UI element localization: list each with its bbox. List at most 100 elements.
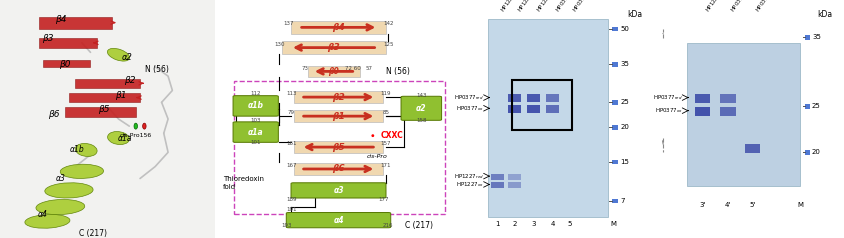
Text: 3: 3 — [531, 221, 535, 227]
Text: 189: 189 — [285, 197, 296, 202]
FancyBboxPatch shape — [401, 96, 441, 120]
Bar — [291, 21, 386, 34]
Bar — [611, 27, 617, 31]
Text: β0: β0 — [59, 60, 70, 69]
Text: 101: 101 — [250, 140, 261, 145]
Text: 103: 103 — [250, 118, 261, 123]
Bar — [611, 160, 617, 164]
Text: HP0377$_{ox}$: HP0377$_{ox}$ — [654, 106, 683, 115]
Text: β3: β3 — [41, 34, 53, 43]
Text: 143: 143 — [415, 93, 426, 98]
Bar — [611, 100, 617, 105]
Text: 137: 137 — [284, 21, 294, 26]
Text: HP0377$_{ox}$: HP0377$_{ox}$ — [553, 0, 576, 14]
Text: β0: β0 — [328, 67, 338, 76]
Text: M: M — [797, 202, 803, 208]
Text: 119: 119 — [380, 91, 391, 96]
Text: HP1227$_{ox}$: HP1227$_{ox}$ — [455, 180, 484, 189]
Text: 167: 167 — [285, 163, 296, 168]
Bar — [611, 125, 617, 130]
Text: 7: 7 — [619, 198, 624, 204]
Text: C (217): C (217) — [78, 229, 106, 238]
Text: HP1227$_{ox}$+HP0377$_{red}$: HP1227$_{ox}$+HP0377$_{red}$ — [702, 0, 743, 14]
FancyBboxPatch shape — [286, 213, 390, 228]
Text: 79: 79 — [287, 110, 295, 115]
Ellipse shape — [107, 132, 129, 144]
Text: α1b: α1b — [247, 101, 263, 110]
Text: β4: β4 — [332, 23, 344, 32]
Bar — [694, 107, 709, 116]
Text: 158: 158 — [415, 118, 426, 124]
Text: M: M — [610, 221, 616, 227]
Text: Thioredoxin
fold: Thioredoxin fold — [222, 176, 263, 190]
Ellipse shape — [45, 183, 93, 198]
Text: α4: α4 — [333, 216, 344, 225]
Text: 2: 2 — [511, 221, 516, 227]
Text: β3: β3 — [327, 43, 340, 52]
Text: 15: 15 — [619, 159, 628, 165]
Text: 142: 142 — [382, 21, 393, 26]
Text: HP1227$_{ox}$: HP1227$_{ox}$ — [498, 0, 521, 14]
Text: α3: α3 — [333, 186, 344, 195]
Text: 85: 85 — [381, 110, 389, 115]
Text: α2: α2 — [122, 53, 133, 62]
Bar — [611, 62, 617, 67]
Ellipse shape — [143, 123, 146, 129]
Text: 5: 5 — [566, 221, 571, 227]
Bar — [804, 104, 809, 109]
Text: kDa: kDa — [817, 10, 832, 19]
Text: HP0377$_{red}$: HP0377$_{red}$ — [652, 93, 683, 102]
Text: β6: β6 — [332, 164, 344, 174]
Bar — [0, 0, 215, 238]
Bar — [507, 94, 521, 102]
Bar — [611, 199, 617, 203]
Bar — [307, 66, 360, 77]
Bar — [507, 174, 521, 180]
Text: N (56): N (56) — [386, 67, 409, 76]
Bar — [686, 43, 798, 186]
Text: 4': 4' — [724, 202, 730, 208]
Text: α2: α2 — [415, 104, 426, 113]
Text: 3': 3' — [698, 202, 705, 208]
Bar — [69, 93, 140, 102]
Text: 25: 25 — [619, 99, 628, 105]
Text: β1: β1 — [332, 112, 344, 121]
Text: 157: 157 — [380, 141, 391, 146]
Text: β1: β1 — [115, 91, 127, 100]
Bar — [719, 107, 734, 116]
Text: kDa: kDa — [626, 10, 641, 19]
Text: α1a: α1a — [117, 134, 132, 143]
Bar — [719, 94, 734, 103]
Text: 161: 161 — [285, 141, 296, 146]
Text: β5: β5 — [332, 143, 344, 152]
Text: 112: 112 — [250, 91, 261, 96]
Bar — [39, 17, 112, 29]
Text: 1: 1 — [495, 221, 499, 227]
Bar — [490, 182, 504, 188]
Bar — [545, 105, 559, 113]
Text: HP0377$_{ox}$: HP0377$_{ox}$ — [728, 0, 750, 14]
Text: 177: 177 — [378, 197, 388, 202]
Bar — [511, 80, 572, 130]
Bar — [527, 94, 539, 102]
Text: 191: 191 — [285, 207, 296, 213]
Bar — [507, 182, 521, 188]
Bar — [490, 174, 504, 180]
Text: 72 60: 72 60 — [344, 66, 360, 71]
Bar — [293, 141, 383, 153]
Bar — [744, 144, 759, 153]
Text: HP1227$_{ox}$+HP0377$_{red}$: HP1227$_{ox}$+HP0377$_{red}$ — [534, 0, 575, 14]
Bar — [804, 35, 809, 40]
Text: 193: 193 — [281, 223, 291, 228]
Bar — [545, 94, 559, 102]
FancyBboxPatch shape — [290, 183, 386, 198]
Text: 25: 25 — [811, 103, 820, 109]
Text: 57: 57 — [365, 66, 372, 71]
Text: 113: 113 — [285, 91, 296, 96]
Text: α1b: α1b — [70, 145, 85, 154]
FancyBboxPatch shape — [233, 122, 278, 142]
Text: 20: 20 — [619, 124, 628, 130]
Text: 4: 4 — [549, 221, 554, 227]
Bar — [527, 105, 539, 113]
Text: 130: 130 — [273, 41, 284, 47]
